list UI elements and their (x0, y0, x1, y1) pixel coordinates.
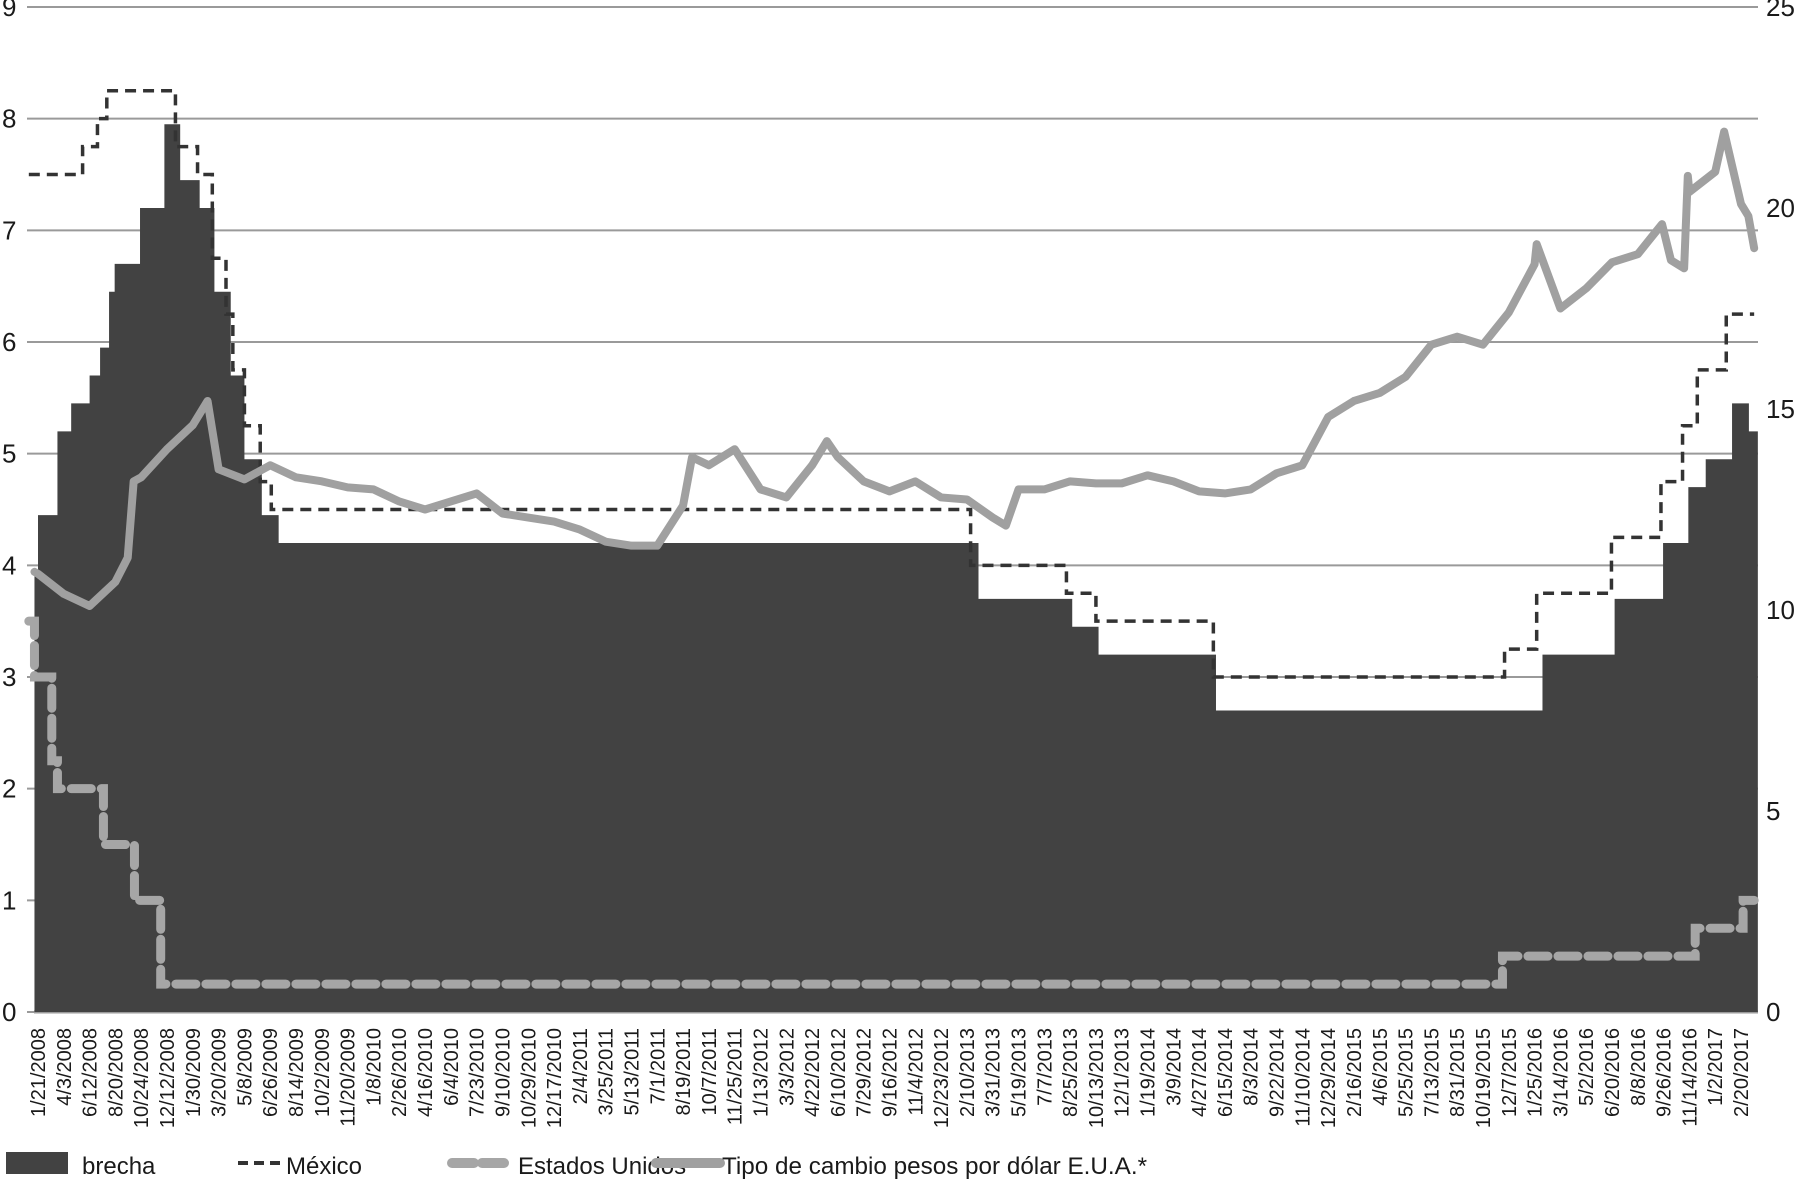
right-tick-label: 15 (1766, 394, 1795, 424)
x-tick-label: 10/24/2008 (131, 1028, 153, 1128)
x-tick-label: 6/4/2010 (441, 1028, 463, 1106)
left-tick-label: 3 (2, 662, 16, 692)
left-tick-label: 6 (2, 327, 16, 357)
x-tick-label: 4/16/2010 (415, 1028, 437, 1117)
x-tick-label: 12/7/2015 (1499, 1028, 1521, 1117)
x-tick-label: 3/25/2011 (596, 1028, 618, 1116)
x-tick-label: 7/23/2010 (467, 1028, 489, 1117)
x-tick-label: 3/3/2012 (776, 1028, 798, 1106)
x-tick-label: 1/21/2008 (28, 1028, 50, 1117)
x-tick-label: 6/26/2009 (260, 1028, 282, 1117)
x-tick-label: 3/31/2013 (983, 1028, 1005, 1117)
x-tick-label: 8/8/2016 (1628, 1028, 1650, 1106)
x-tick-label: 4/6/2015 (1370, 1028, 1392, 1106)
x-tick-label: 8/19/2011 (673, 1028, 695, 1116)
left-tick-label: 9 (2, 0, 16, 22)
x-tick-label: 11/20/2009 (338, 1028, 360, 1127)
brecha-series (34, 124, 1758, 1012)
x-tick-label: 5/25/2015 (1396, 1028, 1418, 1117)
left-axis: 0 1 2 3 4 5 6 7 8 9 (2, 0, 16, 1027)
right-tick-label: 5 (1766, 796, 1780, 826)
x-tick-label: 2/26/2010 (389, 1028, 411, 1117)
left-tick-label: 5 (2, 439, 16, 469)
line-series (24, 89, 1759, 989)
left-tick-label: 0 (2, 997, 16, 1027)
x-tick-label: 11/4/2012 (905, 1028, 927, 1116)
x-tick-label: 10/7/2011 (699, 1028, 721, 1116)
x-tick-label: 5/13/2011 (621, 1028, 643, 1116)
x-tick-label: 5/2/2016 (1576, 1028, 1598, 1106)
x-tick-label: 11/14/2016 (1679, 1028, 1701, 1127)
x-tick-label: 11/10/2014 (1292, 1028, 1314, 1127)
x-tick-label: 2/16/2015 (1344, 1028, 1366, 1117)
left-tick-label: 2 (2, 774, 16, 804)
x-tick-label: 7/13/2015 (1421, 1028, 1443, 1117)
left-tick-label: 4 (2, 550, 16, 580)
x-tick-label: 9/16/2012 (880, 1028, 902, 1117)
x-tick-label: 2/4/2011 (570, 1028, 592, 1104)
x-tick-label: 11/25/2011 (725, 1028, 747, 1125)
x-tick-label: 6/20/2016 (1602, 1028, 1624, 1117)
x-tick-label: 4/27/2014 (1189, 1028, 1211, 1117)
x-tick-label: 2/20/2017 (1731, 1028, 1753, 1117)
exchange-rate-line (30, 127, 1759, 610)
right-tick-label: 0 (1766, 997, 1780, 1027)
x-tick-label: 9/26/2016 (1654, 1028, 1676, 1117)
x-tick-label: 7/29/2012 (854, 1028, 876, 1117)
right-tick-label: 25 (1766, 0, 1795, 22)
brecha-area (34, 124, 1758, 1012)
x-tick-label: 5/19/2013 (1009, 1028, 1031, 1117)
x-tick-label: 10/19/2015 (1473, 1028, 1495, 1128)
x-tick-label: 1/8/2010 (363, 1028, 385, 1106)
x-tick-label: 7/7/2013 (1034, 1028, 1056, 1106)
legend-label-mexico: México (286, 1153, 362, 1180)
x-tick-label: 12/17/2010 (544, 1028, 566, 1128)
right-tick-label: 10 (1766, 595, 1795, 625)
right-tick-label: 20 (1766, 193, 1795, 223)
x-tick-label: 10/13/2013 (1086, 1028, 1108, 1128)
x-tick-label: 1/13/2012 (750, 1028, 772, 1117)
usa-rate-line (24, 616, 1759, 989)
x-tick-label: 3/20/2009 (209, 1028, 231, 1117)
x-tick-label: 8/20/2008 (105, 1028, 127, 1117)
x-tick-label: 9/22/2014 (1267, 1028, 1289, 1117)
x-tick-label: 3/14/2016 (1550, 1028, 1572, 1117)
legend-swatch-brecha (6, 1152, 68, 1174)
x-tick-label: 8/3/2014 (1241, 1028, 1263, 1106)
legend: brecha México Estados Unidos Tipo de cam… (6, 1152, 1147, 1180)
legend-label-brecha: brecha (82, 1153, 156, 1180)
x-tick-label: 1/19/2014 (1138, 1028, 1160, 1117)
x-tick-label: 8/31/2015 (1447, 1028, 1469, 1117)
right-axis: 0 5 10 15 20 25 (1766, 0, 1795, 1027)
x-tick-label: 5/8/2009 (234, 1028, 256, 1106)
left-tick-label: 1 (2, 885, 16, 915)
x-tick-label: 4/22/2012 (802, 1028, 824, 1117)
x-tick-label: 1/2/2017 (1705, 1028, 1727, 1106)
x-tick-label: 8/25/2013 (1060, 1028, 1082, 1117)
x-tick-label: 6/10/2012 (828, 1028, 850, 1117)
x-tick-label: 12/1/2013 (1112, 1028, 1134, 1117)
x-tick-label: 1/25/2016 (1525, 1028, 1547, 1117)
x-tick-label: 1/30/2009 (183, 1028, 205, 1117)
x-tick-label: 12/12/2008 (157, 1028, 179, 1128)
x-tick-label: 2/10/2013 (957, 1028, 979, 1117)
x-tick-label: 10/29/2010 (518, 1028, 540, 1128)
x-tick-label: 8/14/2009 (286, 1028, 308, 1117)
x-tick-label: 9/10/2010 (492, 1028, 514, 1117)
x-tick-label: 6/15/2014 (1215, 1028, 1237, 1117)
legend-label-fx: Tipo de cambio pesos por dólar E.U.A.* (722, 1153, 1147, 1180)
x-tick-label: 3/9/2014 (1163, 1028, 1185, 1106)
x-tick-label: 7/1/2011 (647, 1028, 669, 1104)
x-tick-label: 4/3/2008 (54, 1028, 76, 1106)
x-tick-label: 12/29/2014 (1318, 1028, 1340, 1128)
mexico-rate-line (28, 89, 1755, 679)
x-tick-label: 12/23/2012 (931, 1028, 953, 1128)
x-tick-label: 6/12/2008 (80, 1028, 102, 1117)
x-tick-label: 10/2/2009 (312, 1028, 334, 1117)
left-tick-label: 8 (2, 104, 16, 134)
left-tick-label: 7 (2, 215, 16, 245)
x-axis: 1/21/2008 4/3/2008 6/12/2008 8/20/2008 10/24… (28, 1028, 1753, 1128)
